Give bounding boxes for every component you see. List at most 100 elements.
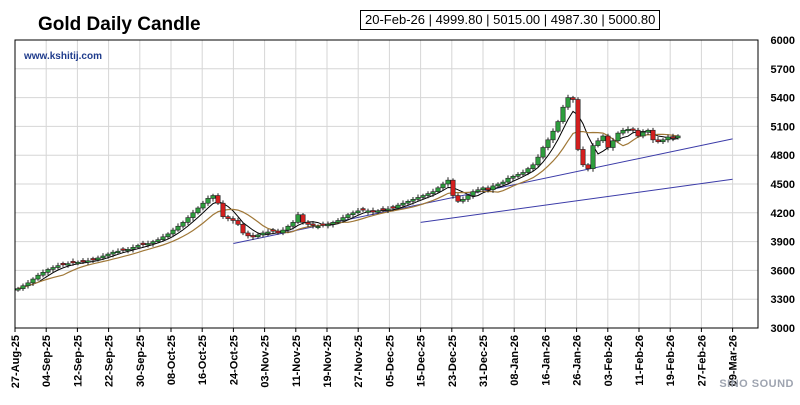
candle-body bbox=[450, 179, 456, 196]
candle-body bbox=[165, 233, 171, 238]
candle-body bbox=[200, 202, 206, 209]
candle-body bbox=[315, 225, 321, 229]
candle-body bbox=[570, 97, 576, 100]
candle-body bbox=[490, 185, 496, 191]
y-tick-label: 3900 bbox=[771, 237, 795, 249]
candle-body bbox=[470, 191, 476, 196]
x-tick-label: 03-Feb-26 bbox=[603, 335, 615, 386]
candle-body bbox=[475, 189, 481, 192]
candle-body bbox=[295, 214, 301, 223]
website-label: www.kshitij.com bbox=[24, 51, 102, 62]
candle-body bbox=[425, 193, 431, 196]
candle-body bbox=[360, 208, 366, 211]
candle-body bbox=[270, 229, 276, 232]
candle-body bbox=[95, 257, 101, 261]
x-tick-label: 15-Dec-25 bbox=[416, 335, 428, 387]
candle-body bbox=[635, 129, 641, 137]
candle-body bbox=[665, 136, 671, 141]
candle-body bbox=[555, 121, 561, 132]
candle-body bbox=[155, 239, 161, 242]
plot-frame bbox=[14, 39, 759, 329]
candle-body bbox=[430, 191, 436, 194]
x-tick-label: 05-Dec-25 bbox=[384, 335, 396, 387]
candle-body bbox=[645, 129, 651, 133]
candle-body bbox=[625, 128, 631, 132]
candle-body bbox=[615, 132, 621, 142]
candle-body bbox=[180, 222, 186, 227]
candle-body bbox=[325, 224, 331, 227]
candle-body bbox=[330, 222, 336, 225]
candle-body bbox=[140, 242, 146, 245]
candle-body bbox=[305, 222, 311, 225]
x-tick-label: 12-Sep-25 bbox=[72, 335, 84, 387]
candle-body bbox=[650, 129, 656, 141]
candle-body bbox=[390, 206, 396, 209]
candle-body bbox=[520, 172, 526, 175]
x-tick-label: 30-Sep-25 bbox=[135, 335, 147, 387]
candle-body bbox=[500, 181, 506, 185]
candle-body bbox=[630, 128, 636, 131]
candle-body bbox=[445, 179, 451, 185]
candle-body bbox=[250, 235, 256, 238]
candle-body bbox=[60, 262, 66, 266]
y-tick-label: 5700 bbox=[771, 64, 795, 76]
candle-body bbox=[80, 260, 86, 263]
candle-body bbox=[460, 199, 466, 202]
candle-body bbox=[195, 207, 201, 214]
candle-body bbox=[145, 243, 151, 246]
x-tick-label: 19-Feb-26 bbox=[665, 335, 677, 386]
candle-body bbox=[590, 145, 596, 169]
x-tick-label: 08-Oct-25 bbox=[166, 335, 178, 385]
candle-body bbox=[560, 106, 566, 122]
candle-body bbox=[125, 248, 131, 252]
candle-body bbox=[220, 202, 226, 217]
candle-body bbox=[40, 272, 46, 276]
candle-body bbox=[105, 253, 111, 257]
watermark-logo: SINO SOUND bbox=[719, 378, 794, 390]
candle-body bbox=[375, 210, 381, 213]
candle-body bbox=[45, 269, 51, 273]
trendline bbox=[420, 178, 733, 223]
y-tick-label: 4800 bbox=[771, 150, 795, 162]
candle-body bbox=[260, 232, 266, 236]
x-tick-label: 26-Jan-26 bbox=[572, 335, 584, 386]
candle-body bbox=[575, 99, 581, 150]
x-tick-label: 09-Mar-26 bbox=[728, 335, 740, 386]
candle-body bbox=[600, 135, 606, 142]
candle-body bbox=[20, 285, 26, 289]
candle-body bbox=[50, 267, 56, 270]
candle-body bbox=[565, 97, 571, 108]
candle-body bbox=[510, 176, 516, 179]
candle-body bbox=[30, 278, 36, 284]
candle-body bbox=[255, 234, 261, 238]
candle-body bbox=[235, 220, 241, 225]
ma-long-line bbox=[17, 131, 679, 290]
candles bbox=[15, 94, 681, 292]
y-tick-label: 4500 bbox=[771, 179, 795, 191]
candle-body bbox=[655, 139, 661, 143]
candle-body bbox=[110, 251, 116, 255]
x-tick-label: 16-Jan-26 bbox=[540, 335, 552, 386]
candle-body bbox=[495, 183, 501, 187]
candle-body bbox=[75, 261, 81, 265]
ohlc-readout: 20-Feb-26 | 4999.80 | 5015.00 | 4987.30 … bbox=[360, 10, 661, 30]
candle-body bbox=[85, 260, 91, 263]
candle-body bbox=[480, 187, 486, 191]
x-tick-label: 19-Nov-25 bbox=[322, 335, 334, 388]
candle-body bbox=[190, 212, 196, 218]
candle-body bbox=[420, 195, 426, 198]
chart-title: Gold Daily Candle bbox=[38, 14, 201, 35]
candle-body bbox=[160, 236, 166, 240]
candle-body bbox=[310, 223, 316, 226]
candle-body bbox=[135, 245, 141, 248]
candle-body bbox=[395, 204, 401, 209]
candle-body bbox=[355, 210, 361, 214]
candle-body bbox=[55, 265, 61, 268]
candle-body bbox=[410, 199, 416, 202]
candle-body bbox=[35, 274, 41, 280]
candle-body bbox=[530, 164, 536, 169]
candle-body bbox=[300, 214, 306, 223]
candle-body bbox=[280, 229, 286, 234]
y-tick-label: 5100 bbox=[771, 121, 795, 133]
